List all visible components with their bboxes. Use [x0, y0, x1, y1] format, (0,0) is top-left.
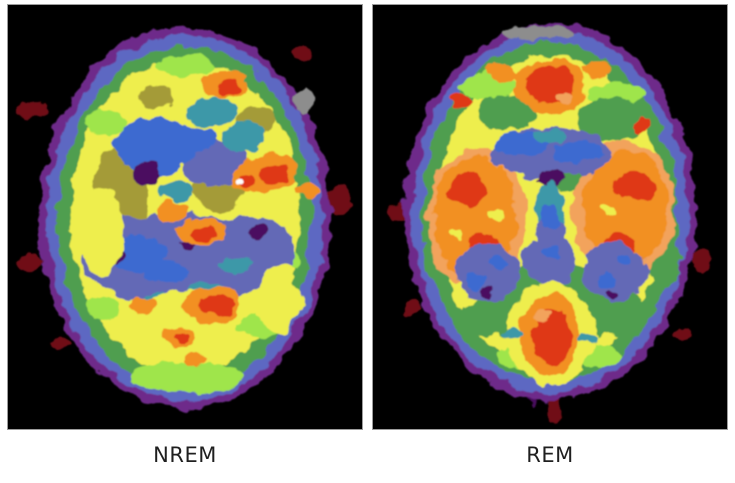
nrem-white-peak	[233, 178, 244, 186]
nrem-scan-panel	[7, 4, 363, 430]
captions-row: NREM REM	[7, 430, 728, 480]
rem-caption: REM	[526, 443, 574, 467]
rem-central-blue-regions	[454, 127, 648, 301]
nrem-edge-artifacts	[16, 48, 353, 350]
scan-panels-row	[7, 4, 728, 430]
nrem-caption: NREM	[153, 443, 217, 467]
rem-occipital-hotspot	[505, 281, 594, 386]
nrem-brain-scan	[16, 27, 353, 409]
nrem-subcortical-regions	[80, 88, 301, 362]
rem-brain-scan	[385, 23, 712, 424]
rem-scan-panel	[372, 4, 728, 430]
nrem-hotspots	[132, 69, 321, 368]
rem-frontal-hotspot	[512, 58, 588, 115]
